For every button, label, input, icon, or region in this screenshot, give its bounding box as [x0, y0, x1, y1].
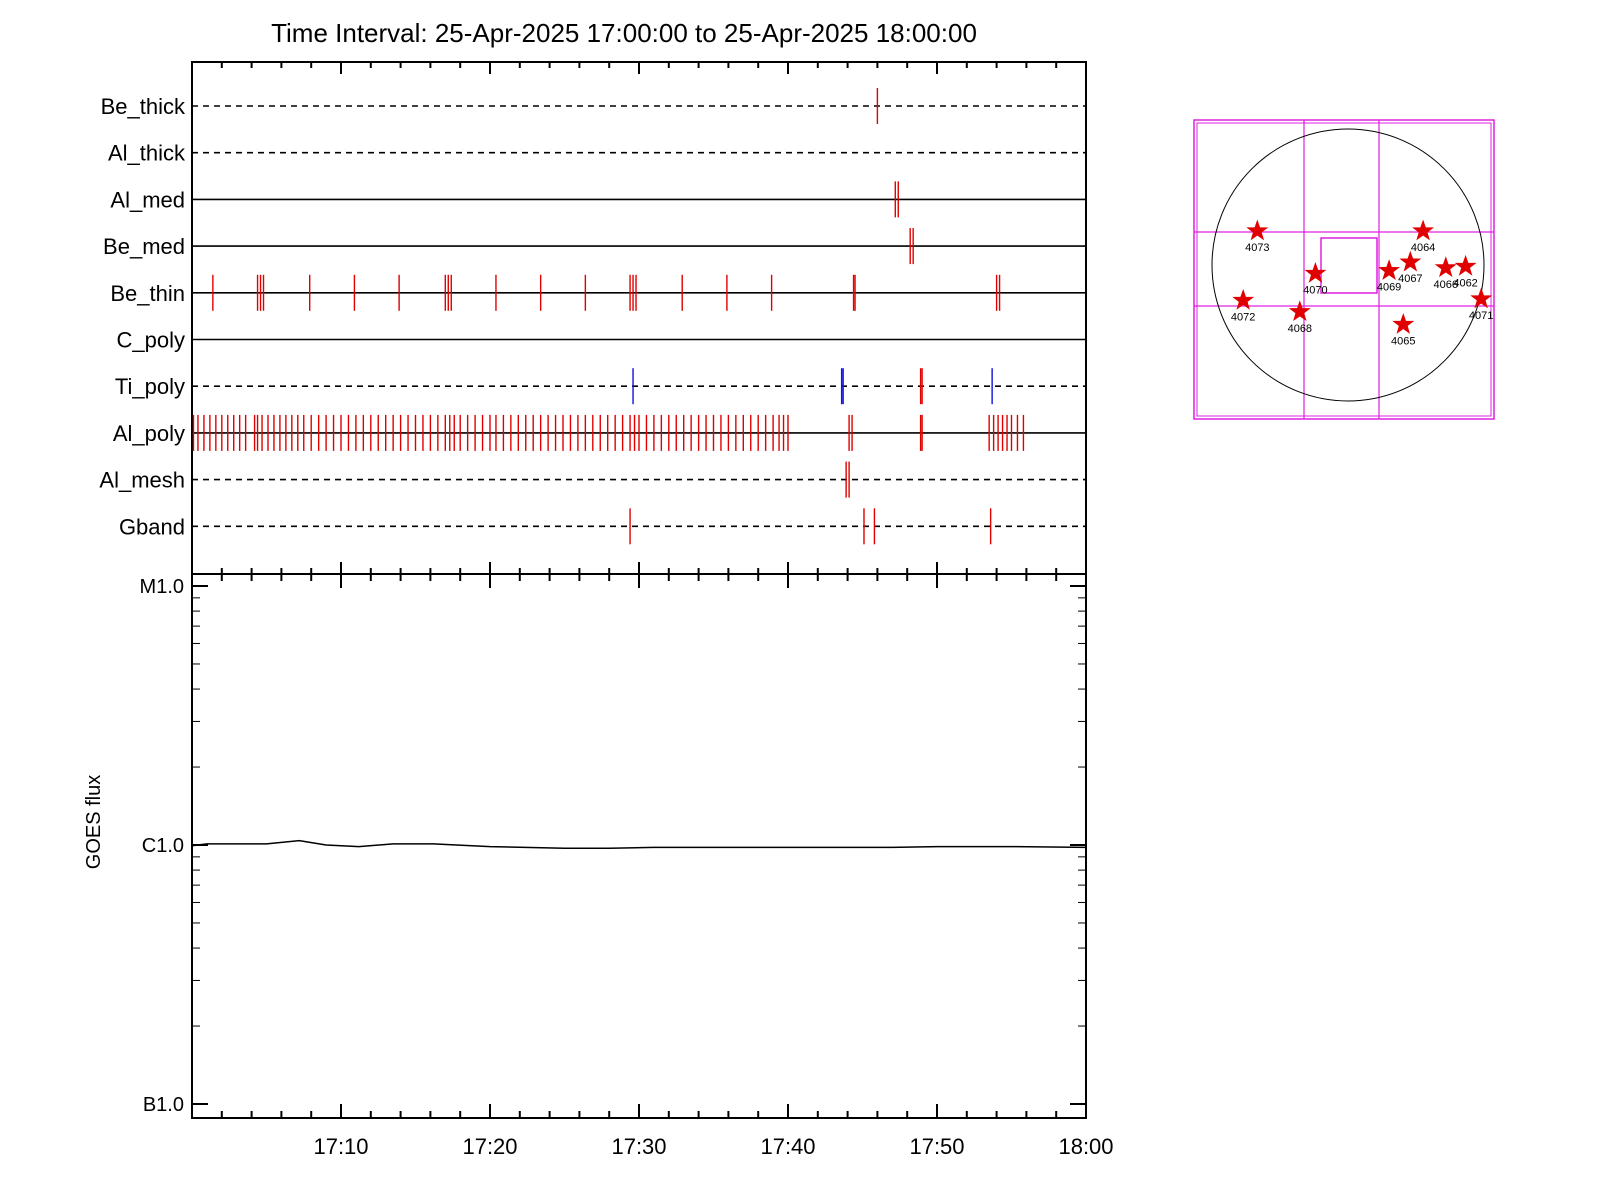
fov-inner-box	[1321, 238, 1377, 293]
active-region-label: 4069	[1377, 282, 1401, 294]
active-region-label: 4065	[1391, 336, 1415, 348]
channel-label: Ti_poly	[115, 374, 185, 399]
goes-ytick-label: B1.0	[143, 1094, 184, 1116]
goes-y-axis-label: GOES flux	[83, 775, 105, 869]
active-region-label: 4072	[1231, 311, 1255, 323]
goes-xtick-label: 17:20	[462, 1134, 517, 1159]
active-region-label: 4070	[1303, 285, 1327, 297]
channel-label: C_poly	[117, 328, 185, 353]
goes-xtick-label: 17:40	[760, 1134, 815, 1159]
active-region-label: 4064	[1411, 242, 1435, 254]
active-region-label: 4062	[1453, 277, 1477, 289]
active-region-star	[1290, 302, 1309, 320]
channel-label: Be_thick	[101, 94, 186, 119]
goes-xtick-label: 18:00	[1058, 1134, 1113, 1159]
active-region-label: 4073	[1245, 242, 1269, 254]
goes-xtick-label: 17:50	[909, 1134, 964, 1159]
goes-ytick-label: C1.0	[142, 835, 184, 857]
active-region-star	[1248, 221, 1267, 239]
channel-label: Be_med	[103, 234, 185, 259]
active-region-star	[1394, 315, 1413, 333]
channel-label: Al_med	[110, 187, 185, 212]
active-region-star	[1414, 221, 1433, 239]
active-region-label: 4071	[1469, 310, 1493, 322]
chart-title: Time Interval: 25-Apr-2025 17:00:00 to 2…	[271, 18, 977, 48]
goes-flux-line	[192, 841, 1086, 849]
active-region-star	[1472, 289, 1491, 307]
channel-label: Be_thin	[110, 281, 185, 306]
active-region-star	[1380, 261, 1399, 279]
active-region-star	[1456, 256, 1475, 274]
channel-label: Al_mesh	[99, 468, 185, 493]
goes-xtick-label: 17:10	[313, 1134, 368, 1159]
channel-label: Al_thick	[108, 141, 186, 166]
goes-flux-panel: M1.0 C1.0 B1.0 17:10 17:20 17:30 17:40 17:50 18:…	[140, 574, 1114, 1159]
channel-label: Gband	[119, 514, 185, 539]
event-timeline-panel: Be_thick Al_thick Al_med Be_med Be_thin C_pol…	[99, 62, 1086, 574]
active-region-star	[1436, 258, 1455, 276]
channel-label: Al_poly	[113, 421, 185, 446]
goes-ytick-label: M1.0	[140, 576, 184, 598]
active-region-star	[1306, 264, 1325, 282]
active-region-label: 4067	[1398, 273, 1422, 285]
timeline-frame	[192, 62, 1086, 574]
goes-xtick-label: 17:30	[611, 1134, 666, 1159]
active-region-label: 4068	[1288, 323, 1312, 335]
active-region-star	[1401, 252, 1420, 270]
